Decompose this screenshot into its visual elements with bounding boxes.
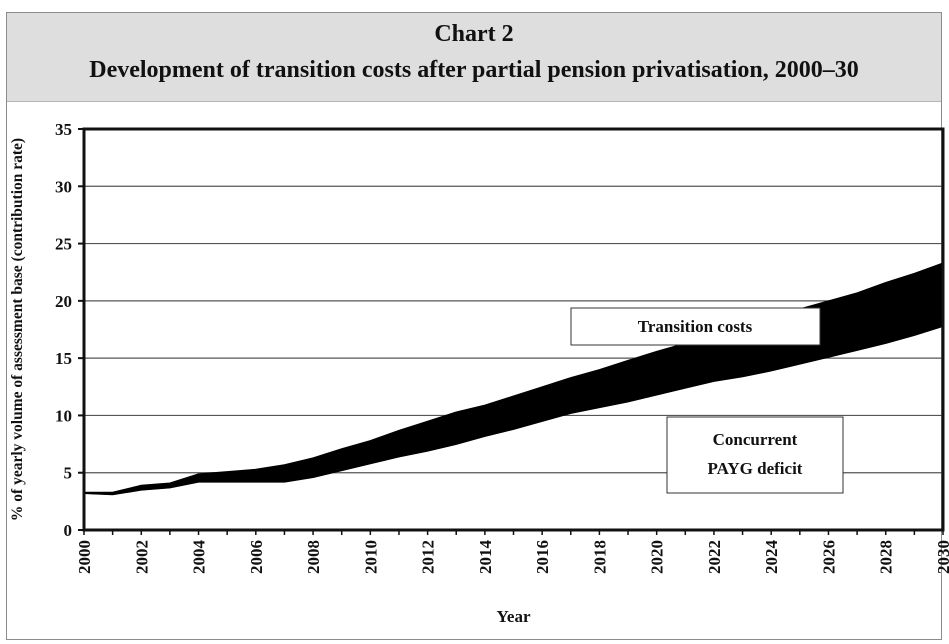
annotation-transition-costs: Transition costs (570, 307, 821, 346)
annotation-payg-deficit-line-1: Concurrent (713, 430, 798, 449)
chart-header: Chart 2 Development of transition costs … (7, 13, 941, 102)
x-tick-label: 2002 (132, 540, 151, 574)
y-tick-label: 35 (55, 120, 72, 139)
x-tick-label: 2010 (361, 540, 380, 574)
x-tick-label: 2014 (476, 540, 495, 575)
y-tick-label: 15 (55, 349, 72, 368)
payg-deficit-line (83, 325, 944, 496)
y-tick-label: 10 (55, 406, 72, 425)
x-tick-label: 2020 (648, 540, 667, 574)
chart-subtitle: Development of transition costs after pa… (89, 57, 859, 83)
chart-title: Chart 2 (434, 21, 514, 47)
y-axis-ticks: 0 5 10 15 20 25 30 35 (55, 120, 84, 540)
x-tick-label: 2000 (75, 540, 94, 574)
x-tick-label: 2006 (247, 540, 266, 574)
annotation-payg-deficit-line-2: PAYG deficit (708, 459, 803, 478)
x-tick-label: 2012 (419, 540, 438, 574)
x-axis-ticks: 2000 2002 2004 2006 2008 2010 2012 2014 2016 2018… (75, 530, 949, 574)
annotation-payg-deficit: Concurrent PAYG deficit (666, 416, 844, 494)
x-tick-label: 2004 (190, 540, 209, 575)
x-tick-label: 2030 (934, 540, 949, 574)
x-tick-label: 2008 (304, 540, 323, 574)
x-tick-label: 2026 (819, 540, 838, 574)
x-tick-label: 2028 (877, 540, 896, 574)
x-tick-label: 2018 (590, 540, 609, 574)
y-tick-label: 30 (55, 177, 72, 196)
y-tick-label: 20 (55, 292, 72, 311)
y-axis-label: % of yearly volume of assessment base (c… (9, 138, 26, 521)
x-tick-label: 2022 (705, 540, 724, 574)
x-tick-label: 2024 (762, 540, 781, 575)
y-tick-label: 0 (64, 521, 73, 540)
x-axis-label: Year (497, 607, 531, 626)
y-tick-label: 5 (64, 464, 73, 483)
x-tick-label: 2016 (533, 540, 552, 574)
annotation-transition-costs-label: Transition costs (638, 317, 753, 336)
y-tick-label: 25 (55, 235, 72, 254)
